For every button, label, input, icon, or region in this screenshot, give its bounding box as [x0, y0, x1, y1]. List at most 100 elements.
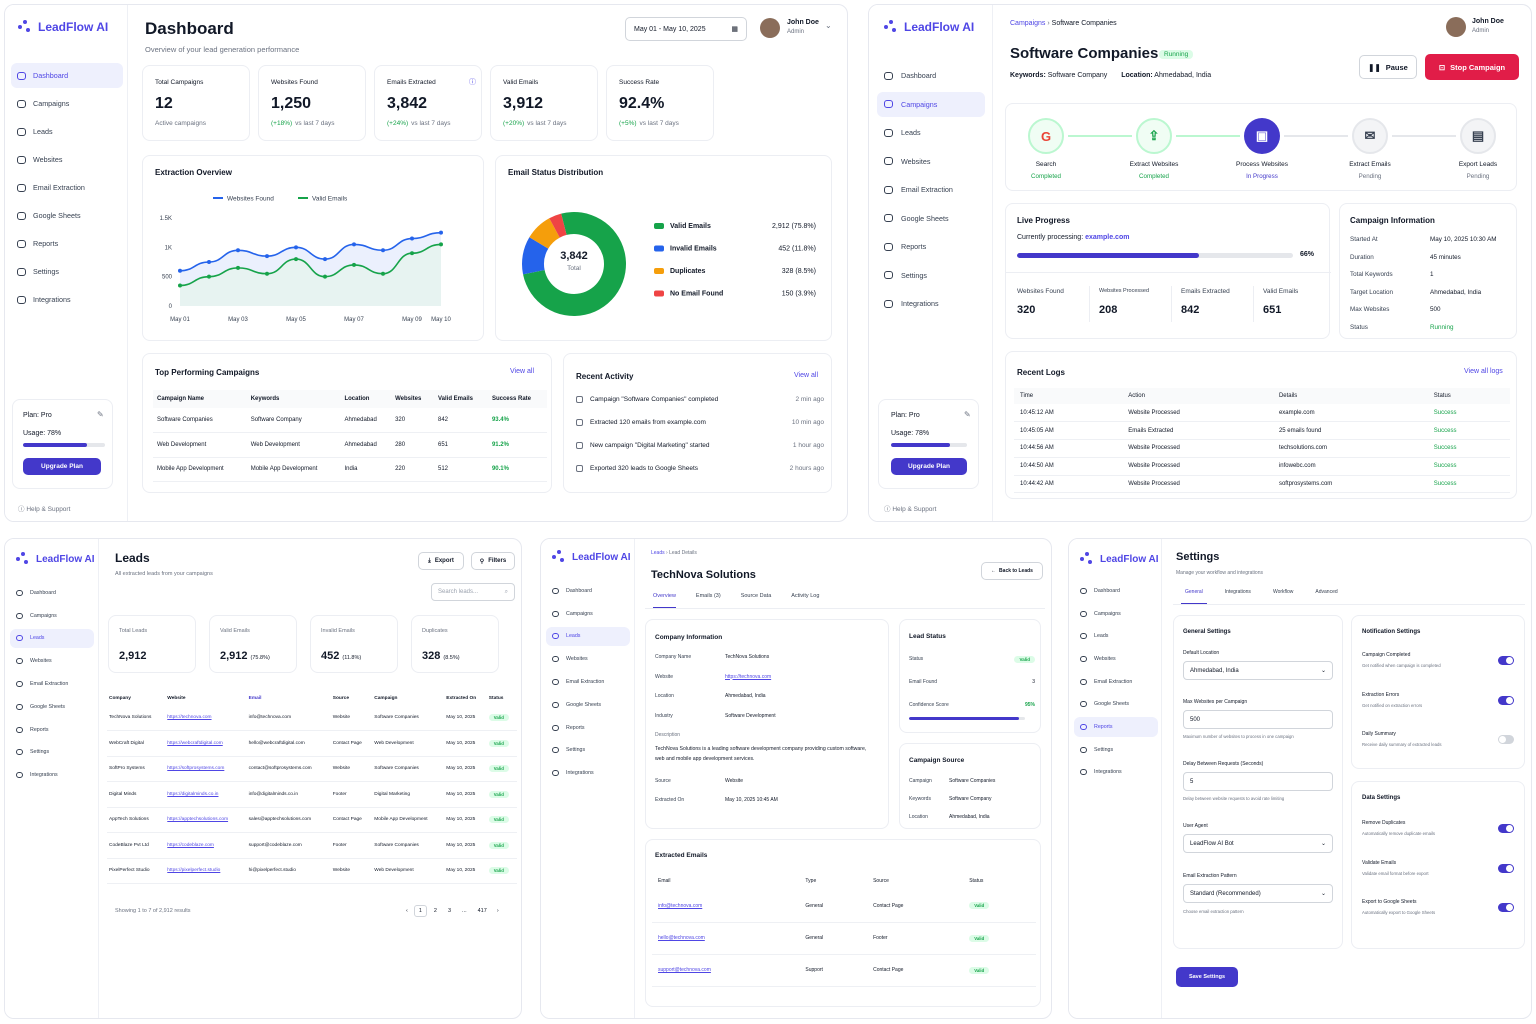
sidebar-item-integrations[interactable]: Integrations — [546, 763, 630, 783]
tab-general[interactable]: General — [1181, 589, 1207, 604]
brand-logo[interactable]: LeadFlow AI — [1080, 552, 1159, 566]
user-menu[interactable]: John Doe Admin ⌄ — [760, 17, 840, 41]
sidebar-item-settings[interactable]: Settings — [546, 741, 630, 761]
sidebar-item-dashboard[interactable]: Dashboard — [10, 583, 94, 603]
sidebar-item-leads[interactable]: Leads — [11, 119, 123, 144]
sidebar-item-websites[interactable]: Websites — [10, 651, 94, 671]
sidebar-item-google-sheets[interactable]: Google Sheets — [877, 206, 985, 232]
back-to-leads-button[interactable]: ← Back to Leads — [981, 562, 1043, 580]
sidebar-item-email-extraction[interactable]: Email Extraction — [11, 175, 123, 200]
sidebar-item-reports[interactable]: Reports — [877, 234, 985, 260]
sidebar-item-integrations[interactable]: Integrations — [11, 287, 123, 312]
sidebar-item-reports[interactable]: Reports — [10, 720, 94, 740]
toggle-validate-emails[interactable] — [1498, 863, 1514, 873]
sidebar-item-google-sheets[interactable]: Google Sheets — [546, 695, 630, 715]
user-agent-select[interactable]: LeadFlow AI Bot ⌄ — [1183, 834, 1333, 853]
page-button[interactable]: 1 — [413, 905, 427, 917]
table-row[interactable]: 10:44:56 AM Website Processed techsolution… — [1014, 440, 1510, 458]
table-row[interactable]: 10:45:05 AM Emails Extracted 25 emails fou… — [1014, 422, 1510, 440]
tab-integrations[interactable]: Integrations — [1224, 589, 1251, 595]
max-websites-input[interactable]: 500 — [1183, 710, 1333, 729]
table-row[interactable]: 10:44:42 AM Website Processed softprosyste… — [1014, 475, 1510, 493]
sidebar-item-websites[interactable]: Websites — [546, 649, 630, 669]
table-row[interactable]: CodeBlaze Pvt Ltd https://codeblaze.com su… — [107, 833, 517, 858]
brand-logo[interactable]: LeadFlow AI — [884, 20, 974, 34]
sidebar-item-integrations[interactable]: Integrations — [877, 291, 985, 317]
date-range-picker[interactable]: May 01 - May 10, 2025 ▦ — [625, 17, 747, 41]
toggle-remove-duplicates[interactable] — [1498, 824, 1514, 833]
stop-campaign-button[interactable]: ⊡ Stop Campaign — [1425, 54, 1519, 80]
field-value[interactable]: https://technova.com — [725, 673, 772, 680]
sidebar-item-settings[interactable]: Settings — [10, 743, 94, 763]
search-input[interactable]: Search leads... ⌕ — [431, 583, 515, 601]
chevron-right-icon[interactable]: › — [496, 908, 499, 914]
view-all-logs-link[interactable]: View all logs — [1464, 368, 1503, 375]
sidebar-item-campaigns[interactable]: Campaigns — [877, 91, 985, 117]
sidebar-item-campaigns[interactable]: Campaigns — [10, 606, 94, 626]
table-row[interactable]: Software Companies Software Company Ahmeda… — [153, 408, 547, 433]
table-row[interactable]: SoftPro Systems https://softprosystems.co… — [107, 756, 517, 782]
sidebar-item-leads[interactable]: Leads — [10, 628, 94, 649]
activity-item[interactable]: Campaign "Software Companies" completed 2… — [576, 394, 824, 410]
filters-button[interactable]: ⚲ Filters — [471, 552, 515, 570]
sidebar-item-websites[interactable]: Websites — [11, 147, 123, 172]
save-settings-button[interactable]: Save Settings — [1176, 967, 1238, 987]
sidebar-item-google-sheets[interactable]: Google Sheets — [1074, 695, 1158, 715]
sidebar-item-google-sheets[interactable]: Google Sheets — [11, 203, 123, 228]
chevron-left-icon[interactable]: ‹ — [406, 908, 408, 914]
breadcrumb-campaigns[interactable]: Campaigns — [1010, 20, 1046, 27]
table-row[interactable]: PixelPerfect Studio https://pixelperfect.… — [107, 858, 517, 884]
view-all-activity-link[interactable]: View all — [794, 372, 818, 379]
tab-advanced[interactable]: Advanced — [1315, 589, 1338, 595]
tab-emails-3[interactable]: Emails (3) — [695, 593, 721, 599]
export-button[interactable]: ⤓ Export — [418, 552, 464, 570]
table-row[interactable]: info@technova.com General Contact Page Vali… — [652, 890, 1036, 922]
brand-logo[interactable]: LeadFlow AI — [552, 550, 631, 564]
edit-icon[interactable]: ✎ — [97, 410, 104, 419]
sidebar-item-email-extraction[interactable]: Email Extraction — [546, 672, 630, 692]
pause-button[interactable]: ❚❚ Pause — [1359, 55, 1417, 79]
help-link[interactable]: ⓘ Help & Support — [18, 503, 70, 513]
tab-workflow[interactable]: Workflow — [1272, 589, 1294, 595]
user-menu[interactable]: John Doe Admin — [1446, 17, 1528, 41]
sidebar-item-dashboard[interactable]: Dashboard — [1074, 581, 1158, 601]
sidebar-item-dashboard[interactable]: Dashboard — [11, 63, 123, 88]
table-row[interactable]: Mobile App Development Mobile App Develop… — [153, 457, 547, 482]
sidebar-item-reports[interactable]: Reports — [11, 231, 123, 256]
sidebar-item-dashboard[interactable]: Dashboard — [877, 63, 985, 89]
delay-input[interactable]: 5 — [1183, 772, 1333, 791]
sidebar-item-leads[interactable]: Leads — [877, 120, 985, 146]
activity-item[interactable]: Exported 320 leads to Google Sheets 2 hou… — [576, 463, 824, 479]
table-row[interactable]: WebCraft Digital https://webcraftdigital.… — [107, 731, 517, 756]
page-button[interactable]: 3 — [447, 908, 452, 914]
help-link[interactable]: ⓘ Help & Support — [884, 503, 936, 513]
sidebar-item-campaigns[interactable]: Campaigns — [1074, 604, 1158, 624]
sidebar-item-websites[interactable]: Websites — [877, 149, 985, 175]
breadcrumb-leads[interactable]: Leads — [651, 550, 665, 556]
sidebar-item-email-extraction[interactable]: Email Extraction — [10, 674, 94, 694]
pattern-select[interactable]: Standard (Recommended) ⌄ — [1183, 884, 1333, 903]
sidebar-item-google-sheets[interactable]: Google Sheets — [10, 697, 94, 717]
table-row[interactable]: AppTech Solutions https://apptechsolution… — [107, 807, 517, 833]
sidebar-item-reports[interactable]: Reports — [546, 718, 630, 738]
page-button[interactable]: 2 — [433, 908, 437, 914]
toggle-extraction-errors[interactable] — [1498, 695, 1514, 705]
tab-source-data[interactable]: Source Data — [740, 593, 772, 599]
sidebar-item-integrations[interactable]: Integrations — [10, 765, 94, 785]
sidebar-item-leads[interactable]: Leads — [1074, 626, 1158, 646]
sidebar-item-reports[interactable]: Reports — [1074, 717, 1158, 737]
table-row[interactable]: support@technova.com Support Contact Page V… — [652, 954, 1036, 986]
sidebar-item-email-extraction[interactable]: Email Extraction — [1074, 672, 1158, 692]
sidebar-item-settings[interactable]: Settings — [11, 259, 123, 284]
brand-logo[interactable]: LeadFlow AI — [18, 20, 108, 34]
toggle-daily-summary[interactable] — [1498, 735, 1514, 744]
table-row[interactable]: hello@technova.com General Footer Valid — [652, 922, 1036, 954]
sidebar-item-dashboard[interactable]: Dashboard — [546, 581, 630, 601]
page-button[interactable]: 417 — [477, 908, 487, 914]
sidebar-item-leads[interactable]: Leads — [546, 626, 630, 647]
info-icon[interactable]: ⓘ — [469, 79, 476, 86]
tab-overview[interactable]: Overview — [653, 593, 676, 608]
table-row[interactable]: 10:45:12 AM Website Processed example.com S… — [1014, 404, 1510, 422]
sidebar-item-integrations[interactable]: Integrations — [1074, 763, 1158, 783]
tab-activity-log[interactable]: Activity Log — [791, 593, 820, 599]
